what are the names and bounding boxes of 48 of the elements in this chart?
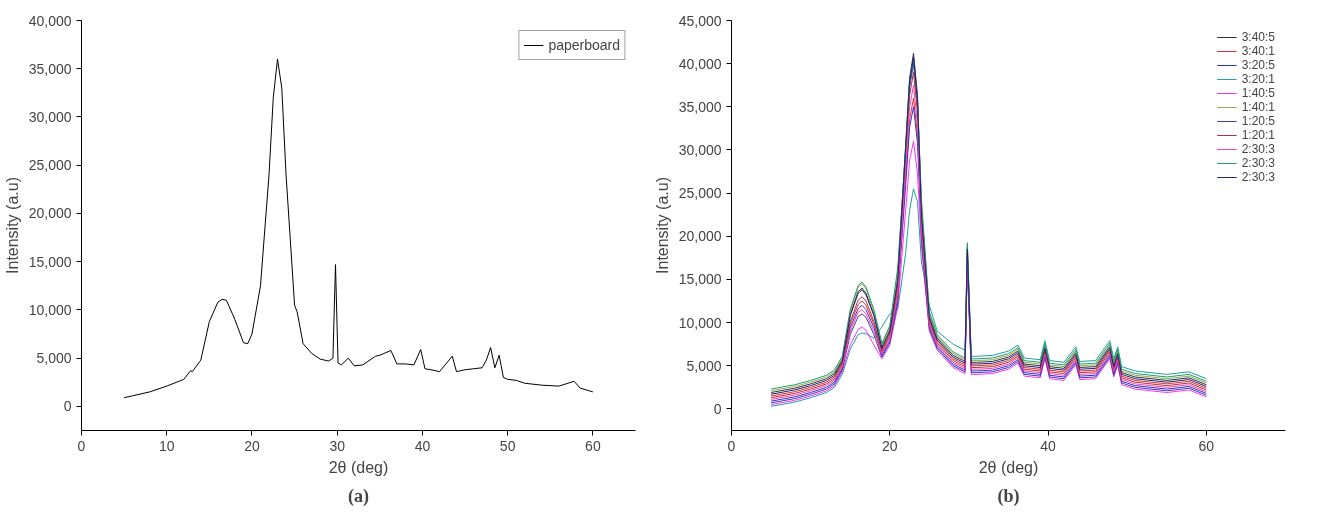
x-tick-label: 60: [1198, 437, 1215, 454]
y-tick-label: 15,000: [678, 271, 722, 288]
text: (b): [997, 485, 1020, 507]
y-tick-label: 0: [713, 400, 722, 417]
x-axis-title: 2θ (deg): [978, 458, 1039, 476]
x-tick-label: 0: [77, 437, 86, 454]
x-tick-label: 10: [158, 437, 175, 454]
legend-label: 2:30:3: [1241, 142, 1275, 156]
y-tick-label: 10,000: [678, 314, 722, 331]
y-tick-label: 5,000: [686, 357, 722, 374]
y-tick-label: 35,000: [28, 60, 72, 77]
x-tick-label: 30: [329, 437, 346, 454]
x-tick-label: 60: [585, 437, 601, 454]
y-tick-label: 45,000: [678, 12, 722, 29]
y-tick-label: 0: [63, 398, 72, 415]
legend-label: paperboard: [548, 36, 620, 55]
y-tick-label: 40,000: [28, 12, 72, 29]
y-tick-label: 5,000: [36, 350, 72, 367]
y-tick-label: 25,000: [28, 157, 72, 174]
x-tick-label: 40: [414, 437, 431, 454]
legend-label: 1:40:5: [1241, 86, 1275, 100]
legend-label: 1:20:5: [1241, 114, 1275, 128]
y-tick-label: 10,000: [28, 301, 72, 318]
y-tick-label: 30,000: [678, 141, 722, 158]
legend-label: 3:40:5: [1241, 30, 1275, 44]
legend-label: 3:40:1: [1241, 44, 1275, 58]
legend-label: 3:20:1: [1241, 72, 1275, 86]
text: (a): [348, 485, 370, 507]
y-tick-label: 35,000: [678, 98, 722, 115]
y-axis-title: Intensity (a.u): [653, 177, 671, 274]
x-tick-label: 20: [244, 437, 260, 454]
y-tick-label: 20,000: [678, 228, 722, 245]
x-axis-title: 2θ (deg): [328, 458, 389, 476]
y-tick-label: 40,000: [678, 55, 722, 72]
y-tick-label: 25,000: [678, 185, 722, 202]
x-tick-label: 0: [727, 437, 736, 454]
x-tick-label: 40: [1040, 437, 1057, 454]
legend-label: 2:30:3: [1241, 156, 1275, 170]
x-tick-label: 50: [499, 437, 516, 454]
y-tick-label: 15,000: [28, 253, 72, 270]
legend-label: 1:40:1: [1241, 100, 1275, 114]
legend-label: 1:20:1: [1241, 128, 1275, 142]
y-tick-label: 20,000: [28, 205, 72, 222]
legend-label: 2:30:3: [1241, 170, 1275, 184]
legend-label: 3:20:5: [1241, 58, 1275, 72]
x-tick-label: 20: [882, 437, 898, 454]
y-tick-label: 30,000: [28, 108, 72, 125]
y-axis-title: Intensity (a.u): [3, 177, 21, 274]
